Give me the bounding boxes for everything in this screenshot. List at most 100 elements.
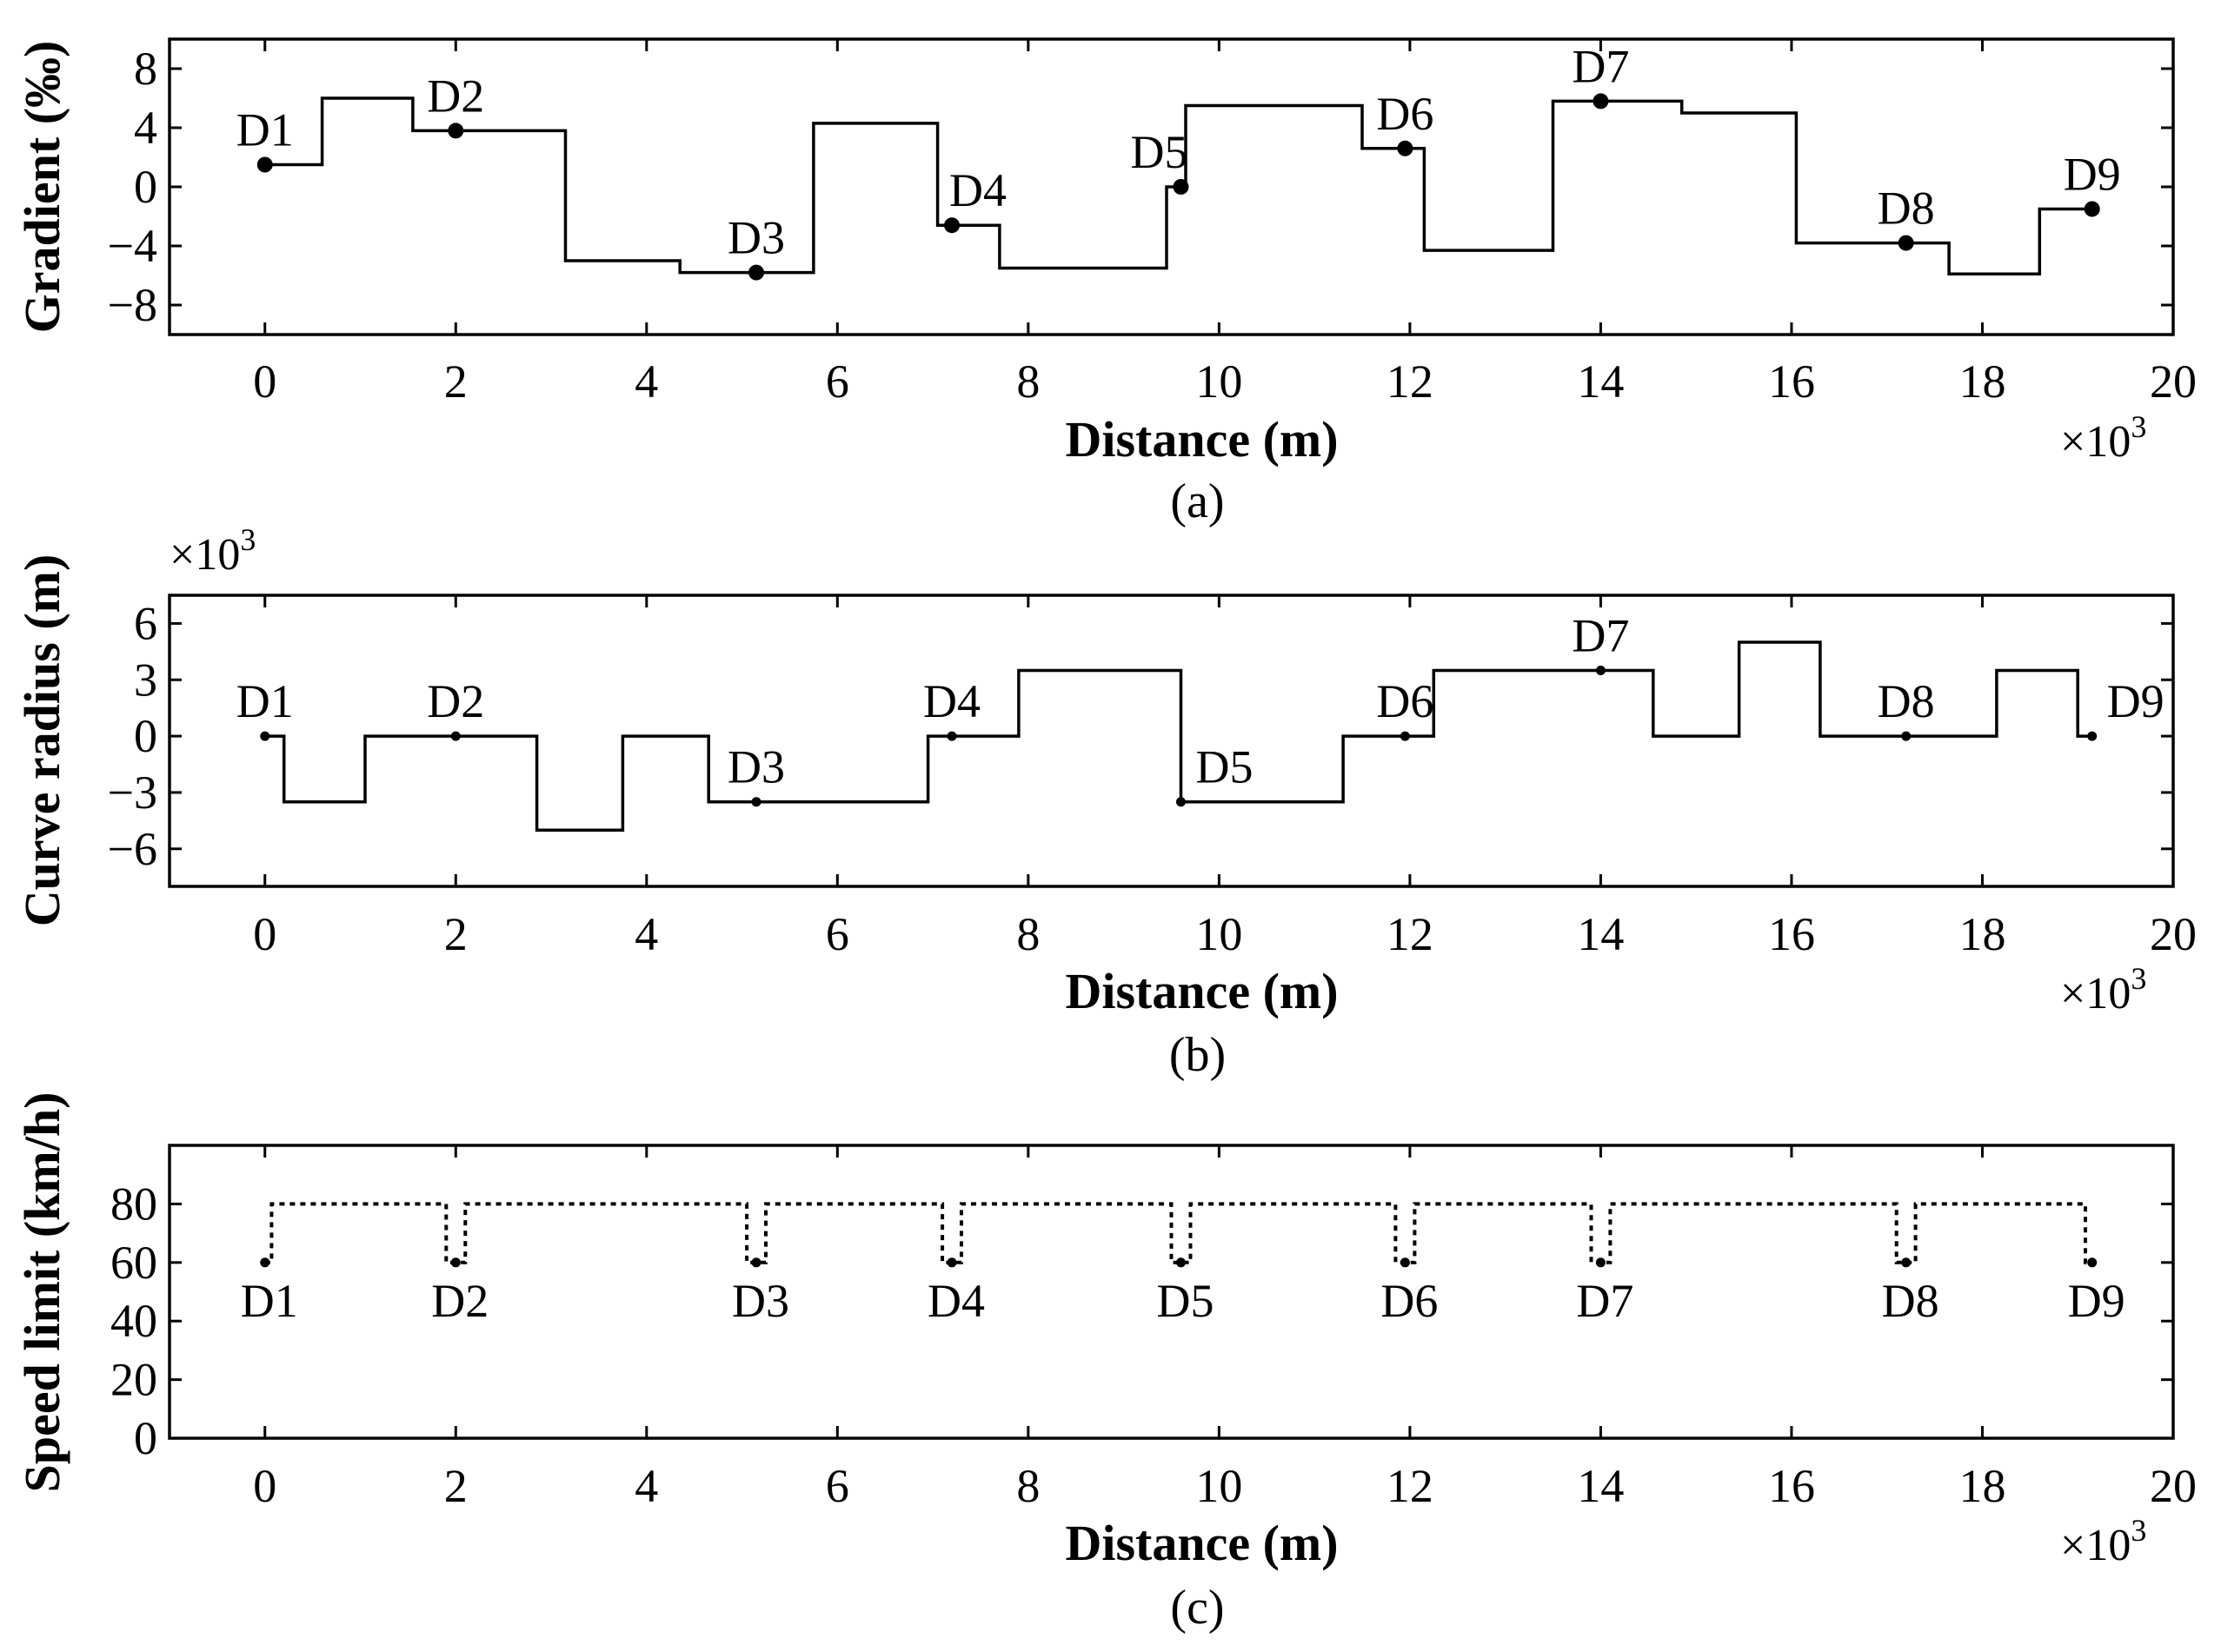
station-marker-d2 (450, 1257, 461, 1268)
station-marker-d8 (1901, 731, 1912, 741)
x-tick-label: 10 (1195, 355, 1242, 408)
station-marker-d1 (256, 156, 273, 173)
x-tick-label: 6 (826, 355, 849, 408)
x-tick-label: 18 (1958, 908, 2005, 960)
station-label-d9: D9 (2068, 1275, 2125, 1327)
station-marker-d3 (751, 1257, 761, 1268)
x-tick-label: 6 (826, 908, 849, 960)
station-label-d7: D7 (1572, 609, 1629, 661)
y-tick-label: −8 (108, 279, 157, 331)
x-tick-label: 16 (1768, 355, 1815, 408)
station-label-d6: D6 (1376, 675, 1433, 727)
station-marker-d7 (1595, 1257, 1606, 1268)
x-axis-multiplier: ×103 (2060, 409, 2146, 467)
x-axis-title: Distance (m) (1065, 1515, 1338, 1571)
y-tick-label: 8 (134, 43, 157, 95)
station-marker-d9 (2087, 1257, 2098, 1268)
x-tick-label: 2 (444, 355, 468, 408)
x-tick-label: 14 (1577, 355, 1624, 408)
y-tick-label: 80 (110, 1178, 157, 1230)
y-tick-label: 4 (134, 102, 157, 154)
station-marker-d3 (748, 264, 765, 281)
x-tick-label: 18 (1958, 1460, 2005, 1512)
station-label-d2: D2 (427, 675, 484, 727)
x-tick-label: 16 (1768, 1460, 1815, 1512)
panel-caption: (a) (1170, 474, 1224, 528)
station-label-d6: D6 (1376, 88, 1433, 140)
station-marker-d7 (1593, 93, 1609, 109)
x-tick-label: 8 (1016, 355, 1040, 408)
y-axis-title: Gradient (‰) (14, 41, 70, 334)
y-tick-label: −6 (108, 823, 157, 875)
station-label-d5: D5 (1195, 741, 1253, 793)
x-tick-label: 12 (1386, 1460, 1433, 1512)
station-label-d2: D2 (431, 1275, 489, 1327)
x-tick-label: 12 (1386, 355, 1433, 408)
y-axis-title: Speed limit (km/h) (14, 1092, 70, 1493)
station-label-d9: D9 (2107, 675, 2164, 727)
station-label-d5: D5 (1130, 126, 1187, 178)
x-tick-label: 8 (1016, 1460, 1040, 1512)
panel-caption: (b) (1169, 1028, 1226, 1082)
station-marker-d6 (1400, 731, 1410, 741)
x-tick-label: 0 (253, 355, 276, 408)
station-label-d3: D3 (728, 212, 785, 264)
chart-panel-3: 0 2 4 6 8 10 12 14 16 18 20 80 60 40 20 0 D1 D2 D3 D4 D5 D6 D7… (14, 1092, 2197, 1635)
x-axis-title: Distance (m) (1065, 963, 1338, 1019)
x-tick-label: 20 (2150, 908, 2197, 960)
x-tick-label: 20 (2150, 1460, 2197, 1512)
station-label-d8: D8 (1882, 1275, 1939, 1327)
station-label-d5: D5 (1156, 1275, 1214, 1327)
panel-caption: (c) (1170, 1581, 1224, 1635)
station-label-d8: D8 (1878, 675, 1935, 727)
station-label-d8: D8 (1878, 182, 1935, 235)
station-label-d1: D1 (236, 104, 294, 156)
x-tick-label: 4 (635, 908, 658, 960)
x-axis-multiplier: ×103 (2060, 1513, 2146, 1570)
station-label-d9: D9 (2064, 149, 2121, 201)
station-label-d3: D3 (728, 741, 785, 793)
station-marker-d9 (2084, 201, 2100, 217)
y-tick-label: −3 (108, 766, 157, 819)
x-tick-label: 4 (635, 1460, 658, 1512)
y-tick-label: 20 (110, 1354, 157, 1406)
station-marker-d1 (260, 1257, 270, 1268)
y-tick-label: 3 (134, 654, 157, 706)
plot-frame (168, 1144, 2175, 1440)
y-tick-label: −4 (108, 220, 157, 272)
station-marker-d3 (751, 797, 761, 807)
station-marker-d4 (947, 731, 957, 741)
station-marker-d5 (1175, 1257, 1186, 1268)
station-marker-d8 (1901, 1257, 1912, 1268)
y-axis-title: Curve radius (m) (14, 554, 70, 927)
station-label-d1: D1 (236, 675, 294, 727)
x-tick-label: 8 (1016, 908, 1040, 960)
station-label-d2: D2 (427, 70, 484, 122)
station-label-d4: D4 (928, 1275, 985, 1327)
series-line (264, 640, 2092, 832)
x-tick-label: 4 (635, 355, 658, 408)
x-tick-label: 2 (444, 908, 468, 960)
station-label-d7: D7 (1576, 1275, 1633, 1327)
station-marker-d5 (1175, 797, 1186, 807)
station-marker-d6 (1400, 1257, 1410, 1268)
x-tick-label: 10 (1195, 908, 1242, 960)
station-label-d7: D7 (1572, 40, 1629, 92)
x-axis-title: Distance (m) (1065, 411, 1338, 468)
chart-panel-1: 0 2 4 6 8 10 12 14 16 18 20 8 4 0 −4 −8 D1 D2 D3 D4 D5 D6 D7 D8… (14, 37, 2197, 528)
x-tick-label: 10 (1195, 1460, 1242, 1512)
station-marker-d2 (450, 731, 461, 741)
station-marker-d1 (260, 731, 270, 741)
plot-frame (168, 594, 2175, 888)
y-tick-label: 0 (134, 161, 157, 213)
y-tick-label: 0 (134, 1412, 157, 1464)
y-axis-multiplier: ×103 (170, 522, 256, 580)
station-marker-d7 (1595, 665, 1606, 675)
x-tick-label: 20 (2150, 355, 2197, 408)
station-marker-d5 (1173, 179, 1189, 195)
x-tick-label: 12 (1386, 908, 1433, 960)
station-label-d4: D4 (923, 675, 981, 727)
station-label-d6: D6 (1380, 1275, 1438, 1327)
station-marker-d6 (1397, 140, 1413, 156)
y-tick-label: 6 (134, 597, 157, 649)
